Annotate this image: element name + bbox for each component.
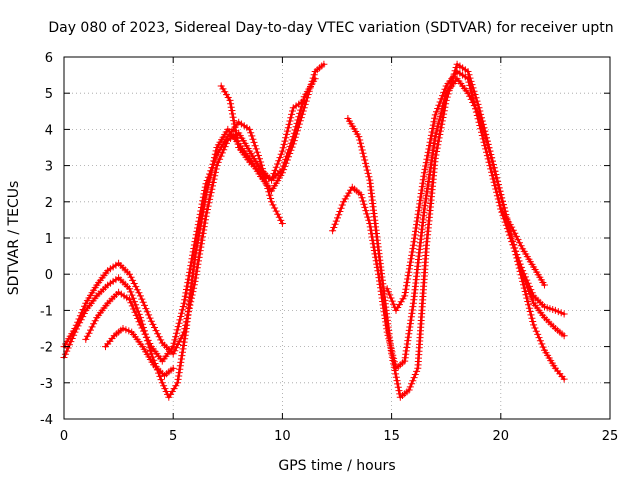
y-tick-label: 4 bbox=[45, 123, 53, 138]
y-tick-label: 3 bbox=[45, 160, 53, 175]
series-markers bbox=[60, 60, 328, 401]
chart-title: Day 080 of 2023, Sidereal Day-to-day VTE… bbox=[48, 20, 613, 36]
grid bbox=[64, 57, 610, 419]
y-tick-label: 6 bbox=[45, 51, 53, 66]
series-markers bbox=[102, 325, 177, 380]
x-axis-label: GPS time / hours bbox=[278, 458, 395, 474]
x-tick-label: 0 bbox=[60, 429, 68, 444]
series-markers bbox=[329, 75, 568, 372]
y-tick-label: -4 bbox=[40, 413, 53, 428]
series-markers bbox=[217, 82, 308, 184]
series-track-7 bbox=[344, 60, 568, 401]
x-tick-label: 25 bbox=[602, 429, 619, 444]
series-track-1 bbox=[60, 60, 328, 401]
y-axis-label: SDTVAR / TECUs bbox=[6, 181, 22, 296]
y-tick-label: 0 bbox=[45, 268, 53, 283]
y-tick-label: 5 bbox=[45, 87, 53, 102]
y-tick-label: 1 bbox=[45, 232, 53, 247]
series-line bbox=[346, 62, 566, 399]
series-track-5 bbox=[217, 82, 308, 184]
series-line bbox=[62, 62, 326, 399]
series-track-6 bbox=[329, 75, 568, 372]
x-tick-label: 5 bbox=[169, 429, 177, 444]
x-tick-label: 20 bbox=[493, 429, 510, 444]
series-markers bbox=[344, 60, 568, 401]
data-series bbox=[60, 60, 568, 401]
y-tick-label: -3 bbox=[40, 377, 53, 392]
axis-ticks: 0 5 10 15 20 25 -4 -3 -2 -1 0 1 2 3 4 5 6 bbox=[40, 51, 618, 444]
y-tick-label: -2 bbox=[40, 341, 53, 356]
y-tick-label: 2 bbox=[45, 196, 53, 211]
x-tick-label: 15 bbox=[383, 429, 400, 444]
y-tick-label: -1 bbox=[40, 304, 53, 319]
x-tick-label: 10 bbox=[274, 429, 291, 444]
series-track-9 bbox=[497, 205, 548, 289]
series-track-8 bbox=[383, 68, 568, 318]
series-markers bbox=[383, 68, 568, 318]
series-markers bbox=[497, 205, 548, 289]
series-track-4 bbox=[102, 325, 177, 380]
